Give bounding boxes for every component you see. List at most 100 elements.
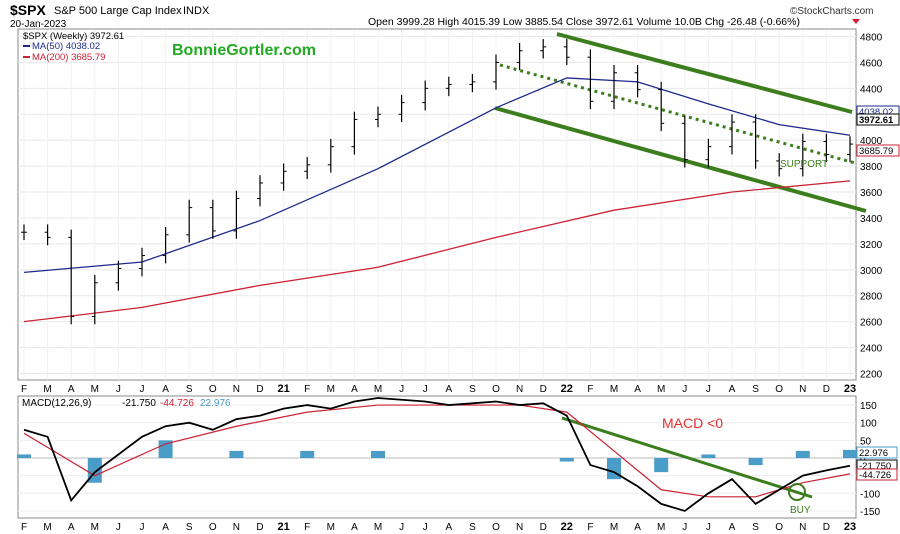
ma50-line xyxy=(23,77,851,274)
month-tick-label: F xyxy=(21,522,27,533)
close-value-box xyxy=(856,113,900,126)
price-tick-label: 4800 xyxy=(860,32,883,43)
legend-price: $SPX (Weekly) 3972.61 xyxy=(23,31,124,42)
hist-value-label: 22.976 xyxy=(859,448,888,459)
month-tick-label: O xyxy=(209,522,217,533)
month-tick-label: D xyxy=(540,384,547,395)
signal-legend-value: -44.726 xyxy=(160,398,194,409)
month-tick-label: S xyxy=(752,384,759,395)
month-tick-label: M xyxy=(657,522,665,533)
signal-value-box xyxy=(856,468,898,481)
lower-trend-line xyxy=(494,106,867,213)
macd-trend-line xyxy=(561,416,813,499)
histogram-bar xyxy=(654,458,669,473)
price-tick-label: 2400 xyxy=(860,344,883,355)
month-tick-label: F xyxy=(304,384,310,395)
price-tick-label: 3400 xyxy=(860,214,883,225)
macd-grid xyxy=(18,404,856,512)
month-tick-label: J xyxy=(116,522,121,533)
buy-label: BUY xyxy=(790,505,811,516)
hist-value-box xyxy=(856,446,898,459)
macd-tick-label: 50 xyxy=(860,436,872,447)
month-tick-label: M xyxy=(91,384,99,395)
price-axis: 2200 2400 2600 2800 3000 3200 3400 3600 3800 4000… xyxy=(860,32,883,380)
watermark: BonnieGortler.com xyxy=(172,42,316,59)
signal-value-label: -44.726 xyxy=(859,470,891,481)
month-tick-label: F xyxy=(21,384,27,395)
month-tick-label: A xyxy=(68,522,75,533)
ma200-line xyxy=(23,180,851,323)
price-tick-label: 2800 xyxy=(860,292,883,303)
macd-tick-label: -100 xyxy=(860,489,880,500)
macd-panel xyxy=(17,395,857,519)
chart-date: 20-Jan-2023 xyxy=(10,19,67,30)
macd-tick-label: 150 xyxy=(860,401,877,412)
ma50-value-label: 4038.02 xyxy=(859,107,893,118)
month-tick-label: J xyxy=(140,522,145,533)
upper-trend-line xyxy=(556,32,853,114)
month-tick-label: J xyxy=(140,384,145,395)
down-triangle-icon xyxy=(852,19,860,24)
month-tick-label: M xyxy=(91,522,99,533)
macd-value-label: -21.750 xyxy=(859,461,891,472)
month-tick-label: M xyxy=(327,384,335,395)
chart-ohlc: Open 3999.28 High 4015.39 Low 3885.54 Cl… xyxy=(368,16,800,28)
price-tick-label: 4400 xyxy=(860,84,883,95)
month-tick-label: A xyxy=(634,384,641,395)
ma200-series xyxy=(23,180,851,323)
histogram-bar xyxy=(559,458,574,462)
close-value-label: 3972.61 xyxy=(859,115,894,126)
price-tick-label: 3000 xyxy=(860,266,883,277)
month-tick-label: 21 xyxy=(277,383,289,395)
month-tick-label: F xyxy=(304,522,310,533)
month-tick-label: O xyxy=(775,384,783,395)
month-tick-label: F xyxy=(587,384,593,395)
price-tick-label: 2200 xyxy=(860,370,883,381)
month-tick-label: D xyxy=(823,522,830,533)
ma200-value-box xyxy=(856,144,900,157)
histogram-bar xyxy=(17,454,31,458)
month-tick-label: M xyxy=(43,522,51,533)
month-tick-label: O xyxy=(492,384,500,395)
hist-legend-value: 22.976 xyxy=(200,398,231,409)
month-tick-label: 23 xyxy=(844,383,856,395)
month-tick-label: D xyxy=(256,384,263,395)
month-tick-label: N xyxy=(233,384,240,395)
histogram-bar xyxy=(795,450,810,458)
month-tick-label: J xyxy=(706,522,711,533)
month-tick-label: J xyxy=(423,384,428,395)
macd-note: MACD <0 xyxy=(662,415,723,431)
month-tick-label: A xyxy=(162,384,169,395)
price-tick-label: 3800 xyxy=(860,162,883,173)
price-tick-label: 3200 xyxy=(860,240,883,251)
month-tick-label: J xyxy=(706,384,711,395)
chart-name: S&P 500 Large Cap Index xyxy=(54,5,182,17)
month-tick-label: J xyxy=(116,384,121,395)
month-tick-label: M xyxy=(374,522,382,533)
ma50-series xyxy=(23,77,851,274)
month-tick-label: A xyxy=(162,522,169,533)
month-tick-label: O xyxy=(492,522,500,533)
month-tick-label: N xyxy=(233,522,240,533)
month-tick-label: S xyxy=(186,384,193,395)
month-tick-label: D xyxy=(540,522,547,533)
price-tick-label: 3600 xyxy=(860,188,883,199)
month-tick-label: M xyxy=(657,384,665,395)
chart-source: ©StockCharts.com xyxy=(790,6,874,17)
macd-legend-value: -21.750 xyxy=(122,398,156,409)
month-tick-label: M xyxy=(610,384,618,395)
histogram-bar xyxy=(843,449,857,458)
month-tick-label: N xyxy=(799,384,806,395)
month-tick-label: A xyxy=(68,384,75,395)
histogram-bar xyxy=(748,458,763,466)
price-grid xyxy=(18,30,856,380)
buy-circle xyxy=(788,483,806,501)
month-tick-label: J xyxy=(399,384,404,395)
month-tick-label: J xyxy=(399,522,404,533)
month-tick-label: A xyxy=(351,384,358,395)
month-tick-label: N xyxy=(516,522,523,533)
chart-symbol: $SPX xyxy=(10,2,46,18)
month-tick-label: S xyxy=(752,522,759,533)
chart-exchange: INDX xyxy=(183,5,210,17)
